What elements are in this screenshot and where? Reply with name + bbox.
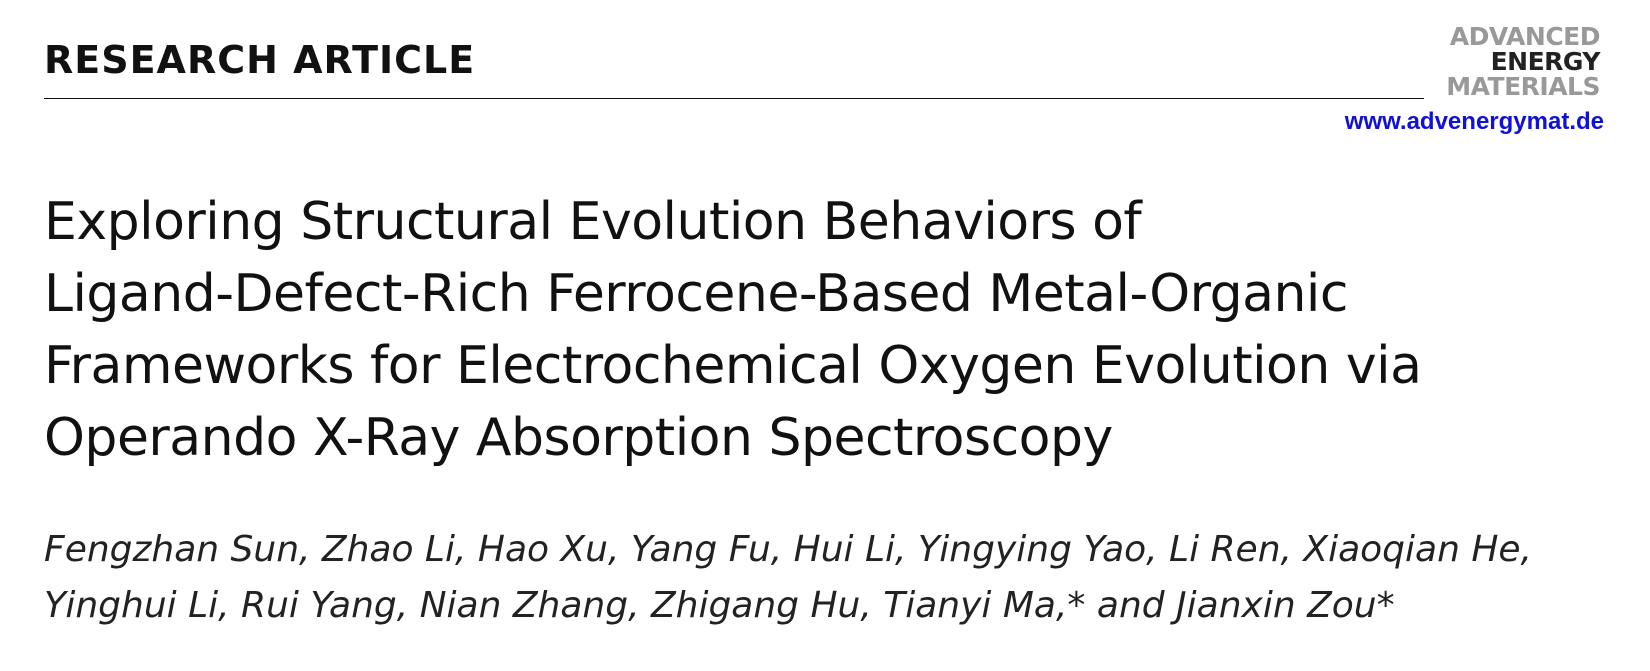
journal-logo: ADVANCED ENERGY MATERIALS [1446,24,1600,99]
logo-line: ENERGY [1490,47,1601,76]
article-type: RESEARCH ARTICLE [44,38,476,82]
author-line: Fengzhan Sun, Zhao Li, Hao Xu, Yang Fu, … [44,529,1532,570]
title: Exploring Structural Evolution Behaviors… [44,186,1422,474]
journal-url[interactable]: www.advenergymat.de [1344,108,1604,135]
header-rule [44,98,1424,99]
author-line: Yinghui Li, Rui Yang, Nian Zhang, Zhigan… [44,585,1395,626]
title-line: Exploring Structural Evolution Behaviors… [44,192,1142,252]
title-line: Frameworks for Electrochemical Oxygen Ev… [44,336,1422,396]
logo-line: MATERIALS [1446,72,1600,101]
title-line: Ligand-Defect-Rich Ferrocene-Based Metal… [44,264,1348,324]
title-line: Operando X-Ray Absorption Spectroscopy [44,408,1113,468]
logo-line: ADVANCED [1449,22,1601,51]
authors: Fengzhan Sun, Zhao Li, Hao Xu, Yang Fu, … [44,522,1532,634]
